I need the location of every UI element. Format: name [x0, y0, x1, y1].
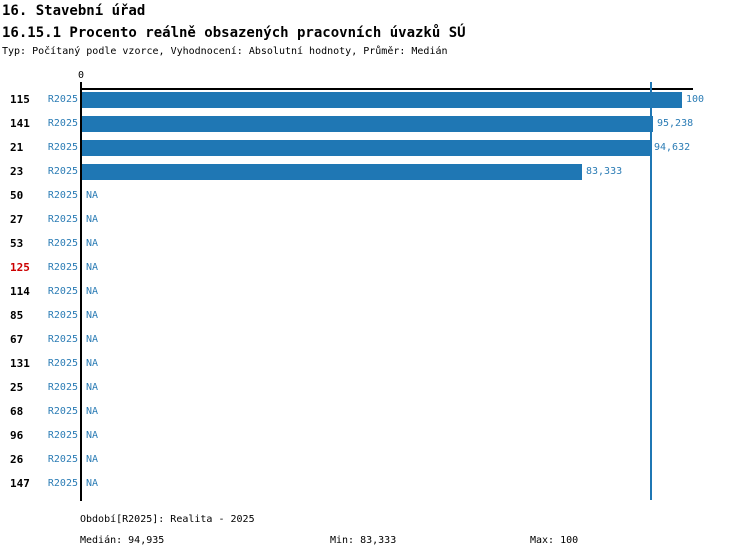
series-label: R2025	[47, 334, 78, 345]
chart-row: 141 R2025 95,238	[0, 112, 750, 136]
series-label: R2025	[47, 214, 78, 225]
category-label: 68	[10, 405, 24, 418]
series-label: R2025	[47, 478, 78, 489]
chart-row: 26 R2025 NA	[0, 448, 750, 472]
value-label: 94,632	[654, 142, 691, 153]
footer-min: Min: 83,333	[330, 535, 397, 546]
category-label: 26	[10, 453, 24, 466]
category-label: 141	[10, 117, 30, 130]
footer-max: Max: 100	[530, 535, 579, 546]
category-label: 147	[10, 477, 30, 490]
chart-row: 115 R2025 100	[0, 88, 750, 112]
na-label: NA	[86, 190, 99, 201]
series-label: R2025	[47, 358, 78, 369]
chart-row: 23 R2025 83,333	[0, 160, 750, 184]
series-label: R2025	[47, 382, 78, 393]
category-label: 27	[10, 213, 24, 226]
category-label: 21	[10, 141, 24, 154]
na-label: NA	[86, 214, 99, 225]
category-label: 96	[10, 429, 24, 442]
category-label: 67	[10, 333, 24, 346]
category-label: 114	[10, 285, 30, 298]
na-label: NA	[86, 238, 99, 249]
category-label: 85	[10, 309, 24, 322]
series-label: R2025	[47, 142, 78, 153]
category-label: 50	[10, 189, 24, 202]
chart-row: 125 R2025 NA	[0, 256, 750, 280]
series-label: R2025	[47, 262, 78, 273]
footer-median: Medián: 94,935	[80, 535, 165, 546]
value-bar	[82, 164, 582, 180]
chart-row: 147 R2025 NA	[0, 472, 750, 496]
value-label: 100	[686, 94, 705, 105]
value-bar	[82, 92, 682, 108]
chart-row: 114 R2025 NA	[0, 280, 750, 304]
na-label: NA	[86, 358, 99, 369]
category-label: 115	[10, 93, 30, 106]
chart-row: 21 R2025 94,632	[0, 136, 750, 160]
chart-row: 25 R2025 NA	[0, 376, 750, 400]
median-reference-line	[650, 82, 652, 500]
category-label: 53	[10, 237, 24, 250]
footer-period: Období[R2025]: Realita - 2025	[80, 514, 255, 525]
value-label: 95,238	[657, 118, 694, 129]
chart-row: 131 R2025 NA	[0, 352, 750, 376]
series-label: R2025	[47, 166, 78, 177]
category-label: 23	[10, 165, 24, 178]
na-label: NA	[86, 406, 99, 417]
series-label: R2025	[47, 310, 78, 321]
x-axis-tick-label-zero: 0	[77, 70, 85, 81]
chart-row: 85 R2025 NA	[0, 304, 750, 328]
value-bar	[82, 140, 650, 156]
chart-row: 50 R2025 NA	[0, 184, 750, 208]
value-bar	[82, 116, 653, 132]
chart-row: 68 R2025 NA	[0, 400, 750, 424]
category-label: 25	[10, 381, 24, 394]
na-label: NA	[86, 430, 99, 441]
series-label: R2025	[47, 454, 78, 465]
category-label: 131	[10, 357, 30, 370]
na-label: NA	[86, 262, 99, 273]
na-label: NA	[86, 310, 99, 321]
x-axis-tick-mark	[80, 82, 82, 88]
series-label: R2025	[47, 286, 78, 297]
chart-row: 27 R2025 NA	[0, 208, 750, 232]
chart-row: 96 R2025 NA	[0, 424, 750, 448]
series-label: R2025	[47, 430, 78, 441]
na-label: NA	[86, 382, 99, 393]
chart-row: 53 R2025 NA	[0, 232, 750, 256]
na-label: NA	[86, 286, 99, 297]
y-axis-line	[80, 88, 82, 501]
series-label: R2025	[47, 118, 78, 129]
value-label: 83,333	[586, 166, 623, 177]
series-label: R2025	[47, 94, 78, 105]
chart-meta-line: Typ: Počítaný podle vzorce, Vyhodnocení:…	[2, 46, 448, 57]
metric-title: 16.15.1 Procento reálně obsazených praco…	[2, 25, 466, 41]
x-axis-line	[80, 88, 693, 90]
series-label: R2025	[47, 406, 78, 417]
na-label: NA	[86, 334, 99, 345]
series-label: R2025	[47, 238, 78, 249]
series-label: R2025	[47, 190, 78, 201]
chart-row: 67 R2025 NA	[0, 328, 750, 352]
category-label: 125	[10, 261, 30, 274]
na-label: NA	[86, 478, 99, 489]
section-title: 16. Stavební úřad	[2, 3, 146, 19]
na-label: NA	[86, 454, 99, 465]
